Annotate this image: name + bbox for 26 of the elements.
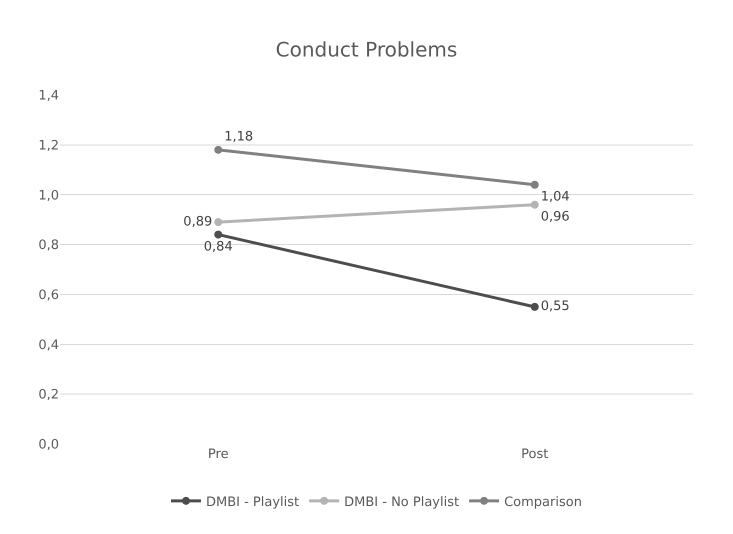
point xyxy=(530,180,539,189)
point xyxy=(530,302,539,311)
x-tick-label: Pre xyxy=(208,447,229,462)
point xyxy=(214,218,222,226)
y-tick-label: 0,4 xyxy=(38,338,59,353)
y-tick-label: 1,2 xyxy=(38,138,59,154)
y-tick-label: 1,4 xyxy=(38,88,59,104)
legend-label: Comparison xyxy=(504,494,582,510)
data-label: 0,55 xyxy=(540,299,570,314)
data-label: 1,18 xyxy=(224,130,254,145)
data-label: 0,89 xyxy=(183,214,212,230)
y-tick-label: 0,2 xyxy=(38,388,59,403)
y-tick-label: 0,8 xyxy=(38,238,59,254)
point xyxy=(530,200,539,209)
legend-label: DMBI - No Playlist xyxy=(344,494,460,510)
data-label: 0,96 xyxy=(540,209,570,224)
point xyxy=(214,146,222,154)
y-tick-label: 0,6 xyxy=(38,288,59,303)
legend-label: DMBI - Playlist xyxy=(206,494,300,510)
data-label: 1,04 xyxy=(540,189,570,204)
y-tick-label: 1,0 xyxy=(38,188,59,204)
chart-title: Conduct Problems xyxy=(276,38,458,62)
data-label: 0,84 xyxy=(204,239,233,254)
y-tick-label: 0,0 xyxy=(38,438,59,453)
x-tick-label: Post xyxy=(521,447,548,462)
point xyxy=(214,230,222,239)
